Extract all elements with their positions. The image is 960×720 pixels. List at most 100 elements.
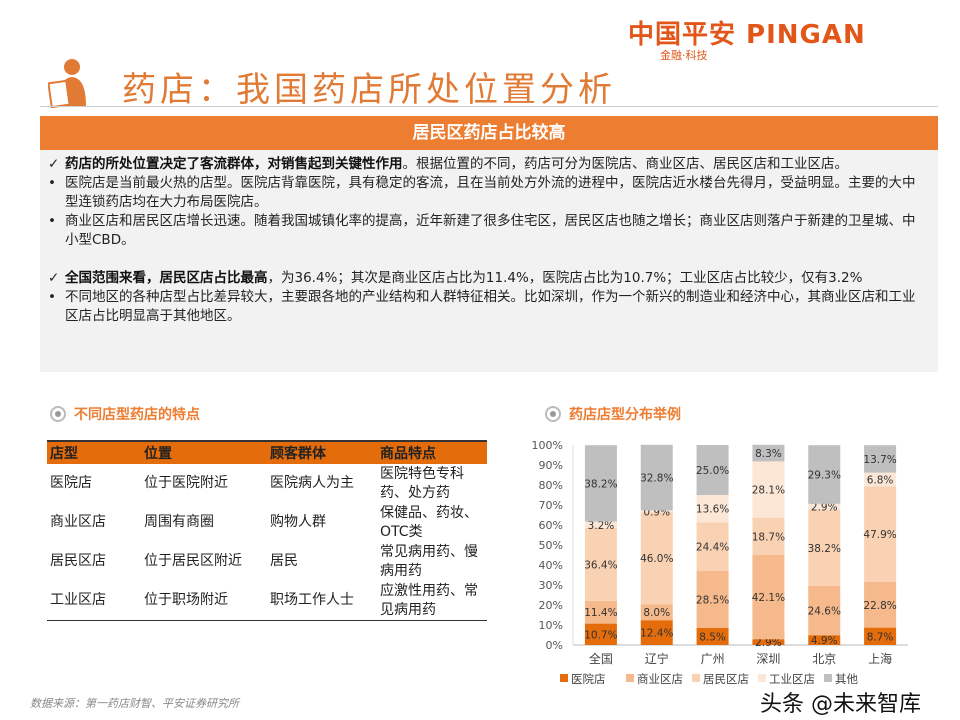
bar-segment [808,586,841,636]
bar-segment [864,445,897,473]
y-tick-label: 60% [539,519,563,532]
cell: 医院店 [50,475,92,491]
bar-segment [696,495,729,523]
cell: 居民 [270,553,298,569]
data-label: 13.6% [696,504,729,516]
bullet-icon: • [48,289,56,305]
bar-segment [584,445,617,522]
data-label: 2.9% [811,502,838,514]
table-section-title: 不同店型药店的特点 [50,404,200,424]
check-icon: ✓ [48,270,60,286]
page-title: 药店：我国药店所处位置分析 [122,70,616,110]
summary-point: • 商业区店和居民区店增长迅速。随着我国城镇化率的提高，近年新建了很多住宅区，居民… [48,212,928,250]
check-icon: ✓ [48,156,60,172]
legend-label: 商业区店 [637,672,683,686]
header-cell: 商品特点 [377,440,487,464]
cell: 医院病人为主 [270,475,354,491]
legend-swatch [758,674,766,682]
bar-segment [808,445,841,504]
bar-segment [696,571,729,628]
data-label: 46.0% [640,553,673,565]
data-label: 3.2% [588,520,615,532]
bar-segment [752,517,785,555]
cell: 商业区店 [50,514,106,530]
cell: 保健品、药妆、OTC类 [380,504,478,540]
data-label: 42.1% [752,592,785,604]
y-tick-label: 50% [539,539,563,552]
table-row: 居民区店 位于居民区附近 居民 常见病用药、慢病用药 [47,542,487,581]
banner-heading: 居民区药店占比较高 [40,116,938,150]
watermark: 头条 @未来智库 [760,692,921,717]
data-label: 8.0% [643,607,670,619]
y-tick-label: 10% [539,619,563,632]
cell: 位于职场附近 [141,581,267,621]
bar-segment [640,510,673,513]
summary-point: • 不同地区的各种店型占比差异较大，主要跟各地的产业结构和人群特征相关。比如深圳，… [48,288,928,326]
point-text: 。根据位置的不同，药店可分为医院店、商业区店、居民区店和工业区店。 [402,156,849,172]
bar-segment [696,522,729,571]
y-tick-label: 30% [539,579,563,592]
bar-segment [808,635,841,645]
cell: 职场工作人士 [267,581,377,621]
section-title-text: 药店店型分布举例 [569,407,681,423]
data-label: 47.9% [863,529,896,541]
header-cell: 顾客群体 [267,440,377,464]
bar-segment [584,600,617,624]
data-label: 4.9% [811,635,838,647]
point-text: 不同地区的各种店型占比差异较大，主要跟各地的产业结构和人群特征相关。比如深圳，作… [65,289,916,324]
y-tick-label: 90% [539,459,563,472]
table-row: 工业区店 位于职场附近 职场工作人士 应激性用药、常见病用药 [47,581,487,621]
data-label: 8.5% [699,632,726,644]
data-label: 11.4% [584,607,617,619]
cell: 医院特色专科药、处方药 [380,465,464,501]
y-tick-label: 20% [539,599,563,612]
data-source: 数据来源：第一药店财智、平安证券研究所 [30,697,239,710]
bar-segment [640,604,673,621]
y-tick-label: 80% [539,479,563,492]
data-label: 8.3% [755,448,782,460]
point-text: 医院店是当前最火热的店型。医院店背靠医院，具有稳定的客流，且在当前处方外流的进程… [65,175,916,210]
data-label: 24.6% [808,606,841,618]
legend-label: 其他 [835,672,858,686]
data-label: 12.4% [640,628,673,640]
x-tick-label: 北京 [812,652,836,666]
bar-segment [584,521,617,528]
cell: 应激性用药、常见病用药 [377,581,487,621]
bar-segment [640,620,673,645]
header-cell: 店型 [47,440,141,464]
bar-segment [640,444,673,511]
bar-segment [864,472,897,487]
radio-bullet-icon [50,406,66,422]
cell: 位于居民区附近 [144,553,242,569]
data-label: 22.8% [863,600,896,612]
cell: 位于医院附近 [144,475,228,491]
bar-segment [808,509,841,586]
point-text: 商业区店和居民区店增长迅速。随着我国城镇化率的提高，近年新建了很多住宅区，居民区… [65,213,916,248]
bar-segment [752,444,785,462]
data-label: 13.7% [863,454,896,466]
bar-segment [696,445,729,495]
data-label: 36.4% [584,559,617,571]
summary-point: ✓ 全国范围来看，居民区店占比最高，为36.4%；其次是商业区店占比为11.4%，… [48,269,928,288]
summary-box: ✓ 药店的所处位置决定了客流群体，对销售起到关键性作用。根据位置的不同，药店可分为… [40,150,938,372]
cell: 周围有商圈 [144,514,214,530]
bar-segment [752,639,785,645]
title-divider [40,106,938,107]
table-header: 店型 位置 顾客群体 商品特点 [47,440,487,464]
logo-tagline: 金融·科技 [660,49,708,62]
data-label: 10.7% [584,629,617,641]
radio-bullet-icon [545,406,561,422]
table-row: 商业区店 周围有商圈 购物人群 保健品、药妆、OTC类 [47,503,487,542]
summary-point: • 医院店是当前最火热的店型。医院店背靠医院，具有稳定的客流，且在当前处方外流的进… [48,174,928,212]
store-type-stacked-bar-chart: 0% 10% 20% 30% 40% 50% 60% 70% 80% 90% 100% 10.7% 11… [532,439,908,686]
data-label: 6.8% [867,474,894,486]
data-label: 28.1% [752,485,785,497]
legend-label: 工业区店 [769,672,815,686]
legend-swatch [560,674,568,682]
x-tick-label: 深圳 [756,652,780,666]
data-label: 28.5% [696,595,729,607]
data-label: 2.9% [755,637,782,649]
bar-segment [696,628,729,645]
cell: 居民区店 [50,553,106,569]
legend-label: 医院店 [571,672,606,686]
